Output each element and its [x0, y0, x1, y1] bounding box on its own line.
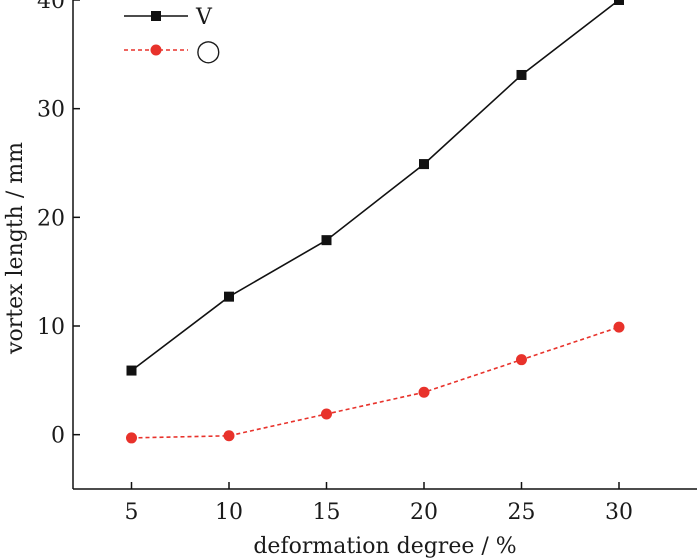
y-tick-label-30: 30: [37, 98, 65, 123]
series-1: [126, 0, 624, 376]
series-2-point-2: [223, 430, 235, 442]
y-tick-label-0: 0: [51, 424, 65, 449]
series-2-point-4: [418, 386, 430, 398]
legend-label-2: ◯: [196, 39, 221, 64]
y-axis-title: vortex length / mm: [3, 142, 28, 355]
x-tick-label-10: 10: [215, 500, 243, 525]
x-axis-title: deformation degree / %: [253, 534, 516, 559]
series-1-point-3: [321, 235, 332, 246]
tick-marks: 5 10 15 20 25 30 0 10 20 30 40: [37, 0, 633, 525]
series-1-point-6: [614, 0, 624, 5]
legend-label-1: V: [195, 5, 213, 30]
series-2-point-1: [126, 432, 137, 444]
legend-marker-2: [150, 44, 162, 56]
x-tick-label-20: 20: [410, 500, 438, 525]
series-2-point-5: [516, 354, 527, 366]
series-1-line: [131, 0, 620, 372]
series-group: [126, 0, 625, 444]
series-1-point-4: [419, 159, 429, 170]
legend: V◯: [124, 5, 221, 64]
x-tick-label-30: 30: [605, 500, 633, 525]
series-2-point-6: [613, 321, 625, 333]
series-1-point-2: [224, 291, 234, 302]
series-2-line: [131, 326, 620, 439]
series-2-point-3: [321, 408, 332, 420]
series-1-point-1: [126, 365, 137, 376]
x-tick-label-5: 5: [125, 500, 139, 525]
series-1-point-5: [516, 69, 527, 80]
legend-marker-1: [151, 11, 161, 21]
series-2: [126, 321, 625, 444]
y-tick-label-20: 20: [37, 206, 65, 231]
y-tick-label-40: 40: [37, 0, 65, 14]
y-tick-label-10: 10: [37, 315, 65, 340]
x-tick-label-15: 15: [313, 500, 341, 525]
x-tick-label-25: 25: [508, 500, 536, 525]
axes: [72, 0, 697, 490]
